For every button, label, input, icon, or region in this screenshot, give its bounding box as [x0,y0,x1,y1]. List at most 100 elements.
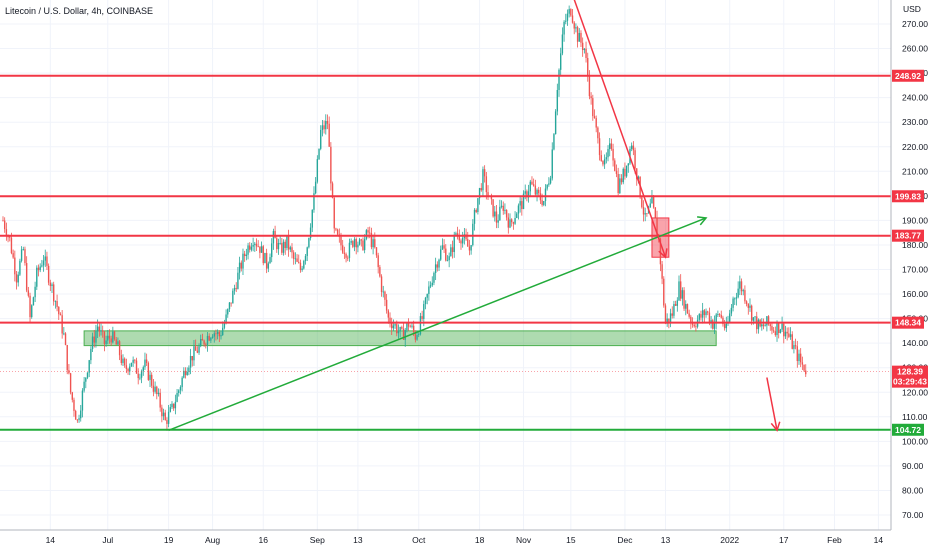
candle-body [793,345,795,349]
candle-body [412,325,415,333]
y-tick-label: 90.00 [902,461,924,471]
candle-body [663,278,665,306]
candle-body [467,239,469,247]
candle-body [230,302,232,304]
candles [2,5,807,431]
candle-body [406,322,408,331]
horizontal-levels [0,74,891,431]
candle-body [176,393,178,402]
candle-body [749,305,751,308]
candle-body [507,217,510,228]
candle-body [788,333,790,337]
candle-body [472,223,474,246]
candle-body [5,229,8,237]
candle-body [112,331,114,343]
candle-body [771,326,773,331]
x-tick-label: 13 [353,535,363,545]
candle-body [664,305,667,324]
chart-title: Litecoin / U.S. Dollar, 4h, COINBASE [5,6,153,16]
candle-body [742,290,744,292]
y-tick-label: 190.00 [902,215,928,225]
candle-body [206,335,209,345]
candle-body [712,320,714,329]
candle-body [262,246,264,264]
candle-body [228,302,231,310]
candle-body [573,22,575,29]
candle-body [597,127,599,139]
candle-body [353,239,356,247]
candle-body [598,138,601,156]
candle-body [282,241,285,253]
candle-body [37,267,40,271]
candle-body [188,367,190,372]
candle-body [2,220,4,222]
candle-body [544,188,547,202]
candle-body [448,256,450,261]
candle-body [108,335,111,339]
candle-body [235,287,237,289]
candle-body [222,327,224,336]
candle-body [585,48,587,59]
candle-body [7,236,9,238]
y-tick-label: 240.00 [902,93,928,103]
candle-body [362,240,364,251]
candle-body [113,331,116,340]
candle-body [78,418,80,420]
candle-body [348,242,351,258]
candle-body [445,248,447,261]
candle-body [14,257,16,275]
time-axis[interactable]: 14 Jul 19 Aug 16 Sep 13 Oct 18 Nov 15 Dec 13 2022 17 Fe… [46,535,884,545]
candle-body [554,111,557,135]
candle-body [713,322,716,329]
candle-body [29,295,31,318]
candle-body [570,9,572,16]
candle-body [193,346,195,361]
candle-body [593,116,596,119]
candle-body [774,331,777,336]
candle-body [140,371,143,378]
level-label: 199.83 [895,191,921,201]
candle-body [558,69,560,90]
candle-body [794,345,797,347]
candle-body [485,176,488,193]
candle-body [531,181,533,185]
candle-body [801,362,804,365]
candle-body [737,288,739,298]
candle-body [213,333,215,337]
y-tick-label: 210.00 [902,166,928,176]
candle-body [750,305,753,321]
candle-body [328,123,330,147]
candle-body [546,184,548,189]
candle-body [377,255,379,268]
candle-body [63,333,65,335]
candle-body [500,205,503,207]
candle-body [561,34,564,54]
candle-body [419,316,422,335]
candle-body [499,206,501,221]
price-axis[interactable]: 70.0080.0090.00100.00110.00120.00130.001… [902,19,928,520]
candle-body [142,367,144,372]
candle-body [255,243,258,247]
level-labels: 248.92 199.83 183.77 148.34 104.72 128.3903:2… [892,69,928,436]
candle-body [781,323,783,330]
candle-body [340,236,342,246]
x-tick-label: 14 [874,535,884,545]
candle-body [553,134,555,150]
candle-body [69,373,72,393]
candle-body [169,407,172,412]
candle-body [145,359,148,363]
candle-body [387,310,390,318]
candle-body [649,203,651,208]
candle-body [191,355,193,361]
x-tick-label: 13 [661,535,671,545]
candle-body [752,317,755,321]
candle-body [477,198,479,212]
candle-body [426,293,428,298]
candle-body [196,350,199,353]
candle-body [767,316,770,325]
candle-body [630,145,633,149]
candle-body [151,374,153,386]
candle-body [789,334,792,337]
candle-body [311,209,313,228]
